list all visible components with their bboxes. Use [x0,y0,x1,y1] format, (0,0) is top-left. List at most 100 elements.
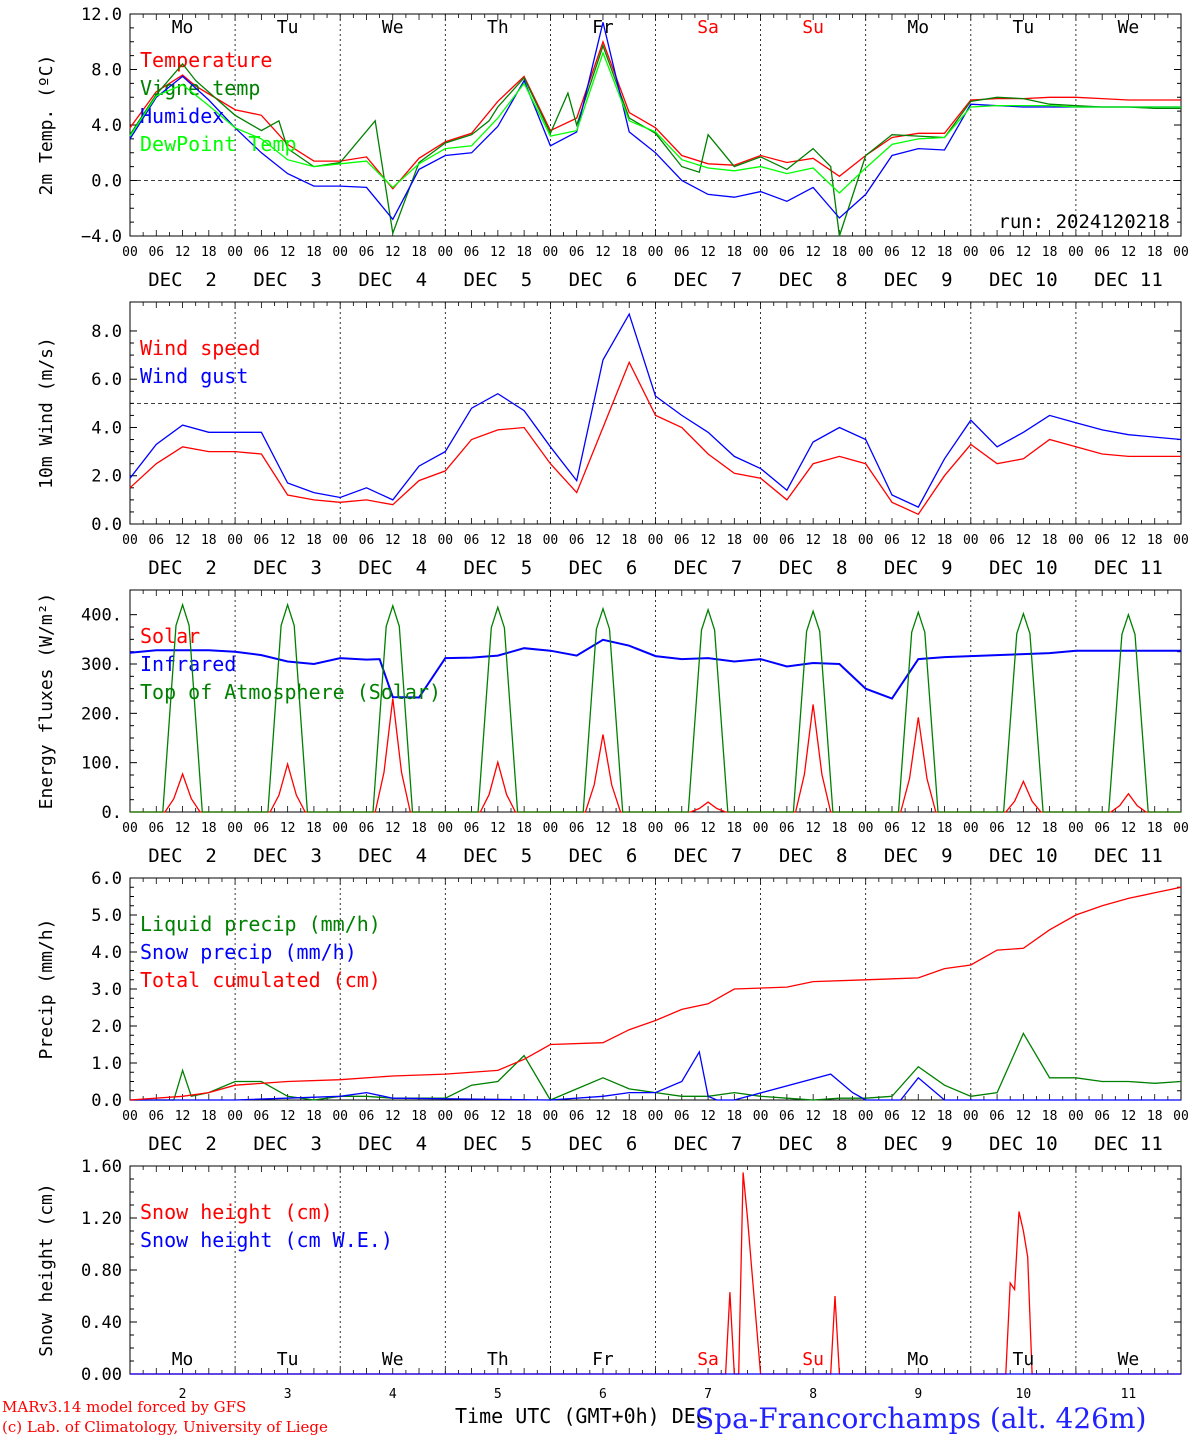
date-label: DEC 7 [674,557,743,579]
weekday-label: Tu [277,1349,299,1370]
date-label: DEC 5 [464,1133,533,1155]
x-axis-title: Time UTC (GMT+0h) DEC [455,1404,708,1428]
weekday-label: Sa [697,1349,719,1370]
hour-label: 12 [1121,821,1137,836]
hour-label: 06 [359,245,375,260]
date-label: DEC 3 [253,269,322,291]
hour-label: 00 [122,1109,138,1124]
series-line-wind-gust [129,312,1182,508]
weekday-label: Mo [172,17,194,38]
location-title: Spa-Francorchamps (alt. 426m) [695,1402,1147,1435]
legend-entry: Snow height (cm) [140,1200,333,1224]
date-label: DEC 9 [884,845,953,867]
y-tick-label: 1.0 [91,1054,122,1074]
hour-label: 06 [148,533,164,548]
legend-entry: Vigne temp [140,76,260,100]
date-label: DEC 7 [674,1133,743,1155]
hour-label: 18 [832,1109,848,1124]
hour-label: 00 [437,1109,453,1124]
hour-label: 18 [937,533,953,548]
hour-label: 12 [385,533,401,548]
hour-label: 18 [411,533,427,548]
hour-label: 00 [332,245,348,260]
hour-label: 06 [989,533,1005,548]
hour-label: 18 [1147,821,1163,836]
hour-label: 00 [543,1109,559,1124]
hour-label: 06 [674,821,690,836]
hour-label: 12 [385,245,401,260]
date-label: DEC 7 [674,845,743,867]
y-tick-label: 1.60 [81,1157,122,1177]
hour-label: 18 [832,533,848,548]
y-tick-label: 300. [81,655,122,675]
hour-label: 06 [254,533,270,548]
hour-label: 18 [516,1109,532,1124]
hour-label: 00 [1068,821,1084,836]
hour-label: 12 [280,821,296,836]
date-label: DEC 5 [464,557,533,579]
y-tick-label: 3.0 [91,980,122,1000]
hour-label: 00 [753,821,769,836]
hour-label: 00 [543,245,559,260]
hour-label: 06 [148,821,164,836]
weekday-label: We [1118,1349,1140,1370]
hour-label: 06 [674,1109,690,1124]
y-tick-label: 4.0 [91,116,122,136]
date-label: DEC 8 [779,557,848,579]
day-number-label: 6 [599,1387,607,1402]
hour-label: 06 [884,1109,900,1124]
hour-label: 18 [726,1109,742,1124]
hour-label: 00 [753,533,769,548]
date-label: DEC 4 [358,557,427,579]
y-tick-label: 5.0 [91,906,122,926]
series-line-snow-precip-mm-h [130,1050,1181,1101]
hour-label: 06 [464,533,480,548]
hour-label: 00 [753,245,769,260]
hour-label: 00 [858,1109,874,1124]
hour-label: 06 [779,533,795,548]
y-tick-label: 0.40 [81,1313,122,1333]
hour-label: 06 [884,821,900,836]
y-tick-label: 400. [81,606,122,626]
hour-label: 00 [437,533,453,548]
date-label: DEC 2 [148,1133,217,1155]
legend-entry: Infrared [140,652,236,676]
date-label: DEC 6 [569,269,638,291]
date-label: DEC 2 [148,269,217,291]
y-tick-label: −4.0 [81,227,122,247]
hour-label: 18 [937,245,953,260]
hour-label: 12 [1121,245,1137,260]
hour-label: 06 [464,1109,480,1124]
y-tick-label: 12.0 [81,5,122,25]
day-number-label: 2 [179,1387,187,1402]
date-label: DEC 11 [1094,1133,1163,1155]
hour-label: 18 [1147,245,1163,260]
date-label: DEC 11 [1094,557,1163,579]
hour-label: 00 [858,533,874,548]
y-tick-label: 6.0 [91,370,122,390]
hour-label: 00 [963,821,979,836]
y-tick-label: 8.0 [91,322,122,342]
date-label: DEC 4 [358,269,427,291]
hour-label: 06 [359,821,375,836]
hour-label: 06 [1094,821,1110,836]
hour-label: 00 [858,245,874,260]
hour-label: 06 [254,1109,270,1124]
weekday-label: Su [802,1349,824,1370]
y-tick-label: 0.0 [91,172,122,192]
date-label: DEC 10 [989,1133,1058,1155]
hour-label: 12 [175,821,191,836]
hour-label: 18 [726,821,742,836]
hour-label: 00 [858,821,874,836]
date-label: DEC 8 [779,845,848,867]
date-label: DEC 6 [569,845,638,867]
hour-label: 00 [122,821,138,836]
hour-label: 12 [1016,245,1032,260]
weekday-label: Mo [907,17,929,38]
hour-label: 06 [779,245,795,260]
hour-label: 06 [674,533,690,548]
date-label: DEC 8 [779,269,848,291]
hour-label: 12 [490,533,506,548]
date-label: DEC 10 [989,845,1058,867]
